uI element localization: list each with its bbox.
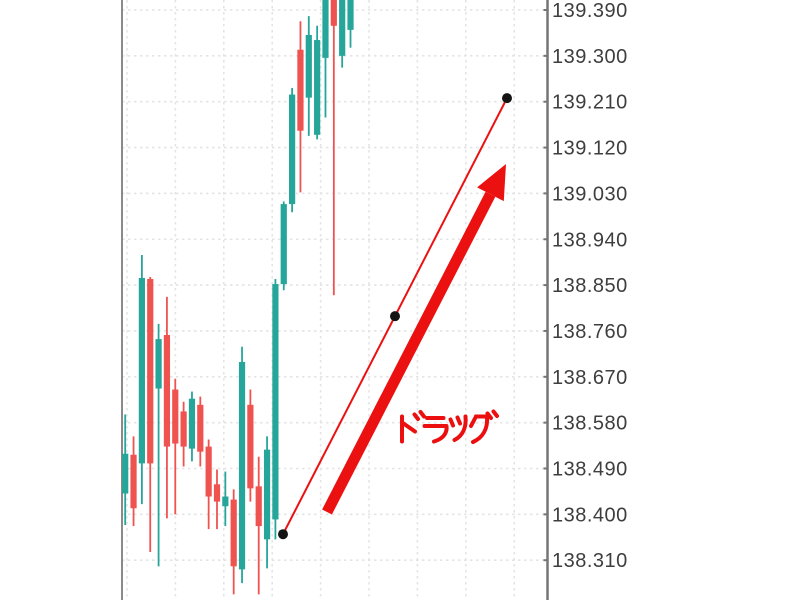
- candle-body-down: [205, 446, 212, 497]
- candle-body-up: [272, 284, 279, 520]
- candle-body-up: [322, 0, 329, 58]
- candle-body-down: [130, 454, 137, 509]
- trend-line-handle[interactable]: [390, 311, 400, 322]
- trend-line-handle[interactable]: [502, 93, 512, 104]
- price-axis-label: 138.760: [552, 321, 628, 343]
- candle-body-down: [255, 486, 262, 527]
- kana-glyph-do: [400, 410, 426, 444]
- candle-body-down: [330, 0, 337, 26]
- candles: [122, 0, 354, 595]
- kana-glyph-ra: [422, 416, 449, 444]
- price-axis-label: 138.490: [552, 459, 628, 481]
- drag-arrow-shaft: [322, 191, 496, 515]
- price-axis-label: 139.390: [552, 0, 628, 22]
- price-axis-label: 138.940: [552, 229, 628, 251]
- candle-body-down: [297, 49, 304, 131]
- candle-body-up: [188, 398, 196, 449]
- candle-body-down: [180, 411, 187, 447]
- trend-line[interactable]: [278, 93, 512, 540]
- price-axis-label: 138.850: [552, 275, 628, 297]
- candle-body-down: [213, 484, 221, 502]
- candle-body-up: [263, 449, 271, 540]
- price-axis-label: 139.120: [552, 138, 628, 160]
- price-axis-label: 139.210: [552, 92, 628, 114]
- trend-line-handle[interactable]: [278, 529, 288, 540]
- price-axis-label: 139.300: [552, 46, 628, 68]
- candle-body-up: [280, 204, 287, 285]
- drag-arrow-head: [477, 164, 506, 202]
- price-axis-label: 139.030: [552, 183, 628, 205]
- candle-body-up: [314, 40, 321, 135]
- candle-body-down: [230, 499, 237, 567]
- grid: [122, 0, 548, 600]
- price-axis-label: 138.310: [552, 550, 628, 572]
- price-axis[interactable]: 139.390 139.300 139.210 139.120 139.030 138.9…: [543, 0, 628, 600]
- candle-body-up: [222, 496, 229, 507]
- candle-body-up: [238, 362, 246, 570]
- candle-body-up: [347, 0, 354, 30]
- price-axis-label: 138.670: [552, 367, 628, 389]
- drag-label: ドラッグ: [398, 409, 506, 444]
- candle-body-up: [122, 453, 129, 494]
- candle-body-down: [197, 404, 204, 452]
- candle-body-up: [339, 0, 346, 56]
- price-axis-label: 138.580: [552, 413, 628, 435]
- candle-body-down: [147, 278, 154, 464]
- candle-body-up: [155, 339, 162, 389]
- kana-glyph-small-tsu: [448, 414, 468, 442]
- candle-body-up: [305, 34, 312, 98]
- candle-body-down: [163, 335, 171, 447]
- candle-body-down: [247, 404, 254, 489]
- candle-body-up: [289, 94, 296, 205]
- drag-label-text: ドラッグ: [398, 413, 506, 444]
- kana-glyph-gu: [469, 409, 499, 444]
- candle-body-down: [172, 389, 179, 444]
- price-axis-label: 138.400: [552, 504, 628, 526]
- candle-body-up: [138, 277, 145, 464]
- drag-arrow-icon: [322, 164, 506, 515]
